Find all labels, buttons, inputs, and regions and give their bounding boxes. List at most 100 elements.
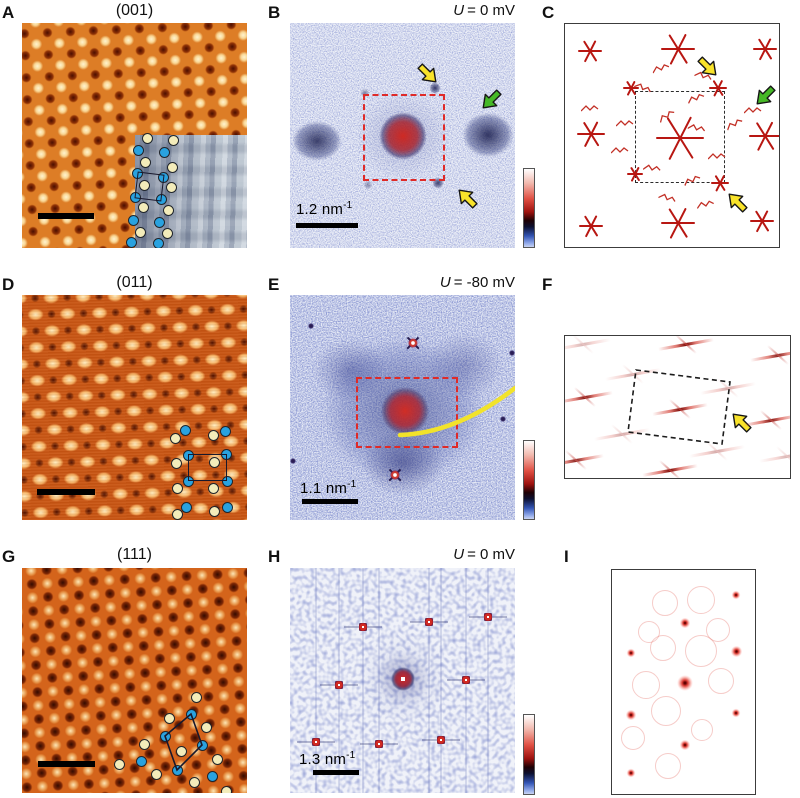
cation-atom [131,167,143,179]
bragg-peak-dot [500,416,506,422]
satellite-streak [633,77,655,93]
anion-atom [150,768,162,780]
bias-value: = -80 mV [453,274,515,291]
cation-atom [221,501,233,513]
bragg-peak-star [711,181,729,185]
bragg-peak-dot [679,617,691,629]
bragg-peak-spot [312,727,320,757]
scale-bar [313,770,359,775]
green-arrow-marker [474,83,508,117]
bragg-peak-star [749,134,779,138]
unit-cell-dashed-box [635,91,725,183]
anion-atom [163,712,175,724]
bias-value: = 0 mV [467,546,515,563]
bragg-peak-star [750,219,774,223]
bragg-peak-star [579,224,603,228]
satellite-streak [650,58,670,74]
anion-atom [211,753,223,765]
cation-atom [125,236,137,248]
bragg-peak-dot [290,458,296,464]
fft-image-011: 1.1 nm-1 [290,295,515,520]
anion-atom [166,161,178,173]
cation-atom [135,755,147,767]
bragg-peak-spot [375,729,383,759]
atom-model-overlay [22,23,247,248]
cation-atom [219,425,231,437]
bragg-peak-dot [626,648,636,658]
stm-image-001 [22,23,247,248]
panel-e-bias-title: U = -80 mV [290,274,515,292]
panel-d-surface-title: (011) [116,274,153,291]
colorbar [523,440,535,520]
vertical-streak [315,568,317,793]
anion-atom [138,179,150,191]
satellite-streak [615,115,634,127]
satellite-streak [685,87,705,104]
anion-atom [190,691,202,703]
cation-atom [132,144,144,156]
atom-model-overlay [22,295,247,520]
panel-label-e: E [268,275,280,294]
vertical-streak [487,568,489,793]
diffraction-ring [691,719,713,741]
bias-value: = 0 mV [467,2,515,19]
panel-label-h: H [268,547,281,566]
cation-atom [179,424,191,436]
cation-atom [129,191,141,203]
anion-atom [188,776,200,788]
unit-cell-outline [134,171,165,202]
yellow-arrow-marker [720,185,754,219]
vertical-streak [428,568,430,793]
bragg-peak-star [578,49,602,53]
satellite-streak [687,118,708,132]
scale-label: 1.2 nm-1 [296,200,353,218]
annotation-overlay [612,570,755,794]
satellite-streak [610,142,629,154]
fft-image-111: 1.3 nm-1 [290,568,515,793]
stm-image-011 [22,295,247,520]
unit-cell-dashed-box [363,94,445,181]
scale-bar [302,499,358,504]
anion-atom [139,156,151,168]
diffraction-ring [621,726,645,750]
anion-atom [220,785,232,793]
anion-atom [175,745,187,757]
bias-symbol: U [439,274,451,291]
simulation-inset [135,135,247,248]
vertical-streak [378,568,380,793]
satellite-streak [642,159,662,171]
cation-atom [180,501,192,513]
unit-cell-dashed-box [356,377,458,448]
cation-atom [158,146,170,158]
diffraction-ring [632,671,660,699]
central-peak-core [401,677,405,681]
diffraction-ring [687,586,715,614]
panel-a-surface-title: (001) [115,2,154,19]
bragg-peak-star [577,132,605,136]
bragg-peak-dot [729,644,743,658]
simulated-fft-001 [564,23,780,248]
bias-symbol: U [453,2,465,19]
bragg-peak-spot [359,612,367,642]
bragg-peak-dot [308,323,314,329]
scale-bar [296,223,358,228]
bragg-peak-spot [425,607,433,637]
cation-atom [206,770,218,782]
bias-symbol: U [453,546,465,563]
cation-atom [157,171,169,183]
unit-cell-outline [22,568,247,793]
colorbar [523,714,535,795]
panel-label-a: A [2,3,15,22]
diffraction-ring [651,696,681,726]
anion-atom [165,181,177,193]
green-arrow-marker [748,79,779,113]
bragg-peak-star [661,47,695,51]
bragg-peak-star [753,47,777,51]
anion-atom [207,429,219,441]
anion-atom [113,758,125,770]
annotation-overlay [565,24,779,247]
panel-b-bias-title: U = 0 mV [290,2,515,20]
scale-label: 1.3 nm-1 [299,750,356,768]
diffraction-ring [638,621,660,643]
